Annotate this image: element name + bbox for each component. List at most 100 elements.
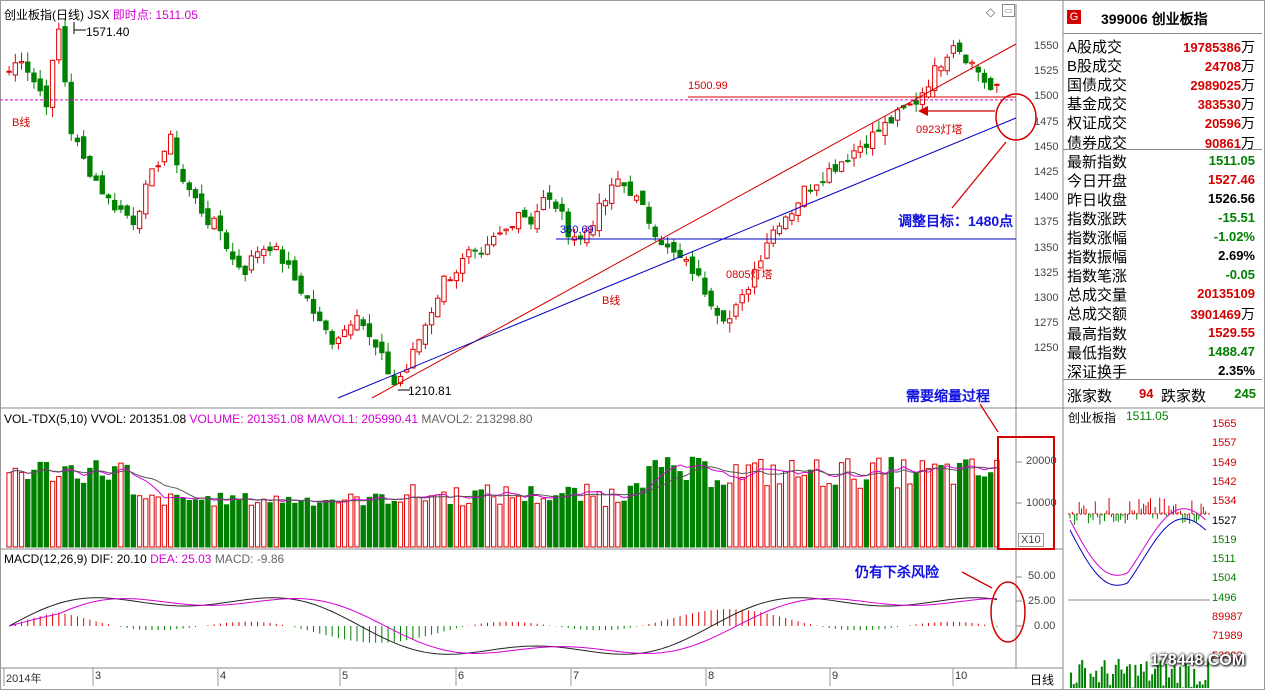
mini-vol-bar [1134, 664, 1137, 688]
quote-row: 债券成交 90861万 [1067, 132, 1259, 152]
volume-bar [447, 503, 453, 548]
candle-body [646, 206, 652, 224]
volume-bar [888, 457, 894, 548]
price-tick: 1500 [1034, 90, 1059, 103]
mini-chart-title: 创业板指 [1068, 411, 1117, 425]
mini-vol-bar [1193, 668, 1196, 688]
shrink-annotation: 需要缩量过程 [906, 388, 990, 404]
mini-vol-bar [1190, 686, 1193, 688]
macd-dea: DEA: 25.03 [150, 552, 212, 566]
watermark: 178448.COM [1150, 652, 1246, 669]
candle-body [130, 215, 137, 226]
x-tick: 6 [458, 670, 465, 682]
candle-body [149, 168, 155, 187]
candle-body [37, 78, 43, 92]
quote-row-value: 1511.05 [1208, 152, 1255, 168]
candle-body [217, 215, 224, 232]
macd-dif: DIF: 20.10 [90, 552, 147, 566]
mini-price-line [1069, 508, 1207, 576]
candle-body [80, 136, 87, 159]
candle-body [596, 202, 602, 232]
candle-body [366, 323, 373, 338]
volume-bar [907, 483, 913, 548]
down-count-label: 跌家数 [1161, 388, 1207, 405]
volume-bar [727, 482, 733, 548]
diamond-icon[interactable]: ◇ [986, 5, 996, 19]
volume-bar [869, 462, 876, 548]
mini-axis-tick: 89987 [1212, 611, 1243, 623]
candle-body [627, 181, 634, 196]
period-tab[interactable]: 日线 [1030, 673, 1055, 687]
candle-body [919, 92, 926, 105]
candle-body [683, 259, 689, 262]
volume-bar [857, 487, 863, 548]
mini-axis-tick: 1549 [1212, 456, 1237, 469]
volume-bar [571, 487, 578, 548]
candle-body [503, 228, 509, 232]
price-tick: 1325 [1034, 266, 1059, 279]
volume-bar [925, 468, 932, 548]
volume-bar [87, 467, 93, 548]
volume-bar [596, 491, 602, 548]
candle-body [174, 137, 180, 166]
candle-body [31, 72, 37, 83]
candle-body [18, 61, 25, 64]
volume-bar [105, 479, 112, 548]
volume-bar [683, 480, 689, 548]
candle-body [801, 185, 807, 207]
volume-bar [149, 494, 155, 548]
risk-circle [990, 581, 1026, 643]
candle-body [466, 249, 472, 258]
candle-body [267, 246, 273, 252]
candle-body [590, 225, 596, 236]
candle-body [602, 200, 609, 207]
volume-bar [764, 485, 770, 548]
candle-body [348, 324, 354, 336]
volume-bar [838, 462, 845, 548]
candle-body [372, 339, 379, 348]
x-tick: 4 [220, 670, 227, 682]
candle-body [820, 181, 826, 184]
vol-mavol1: MAVOL1: 205990.41 [306, 412, 419, 426]
volume-bar [795, 476, 801, 548]
volume-bar [963, 459, 969, 548]
candle-body [68, 81, 74, 135]
collapse-button[interactable]: ▭ [1002, 4, 1015, 17]
volume-bar [304, 497, 310, 548]
candle-body [6, 70, 12, 73]
volume-bar [397, 501, 404, 548]
quote-row-value: -1.02% [1213, 229, 1255, 244]
mini-vol-bar [1072, 684, 1075, 688]
candle-body [143, 183, 149, 215]
dif-line [8, 597, 997, 655]
mini-vol-bar [1148, 680, 1151, 688]
mini-vol-bar [1114, 664, 1117, 688]
candle-body [317, 311, 323, 322]
volume-bar [975, 475, 981, 548]
volume-bar [851, 478, 857, 548]
quote-row-value: 383530万 [1197, 96, 1255, 113]
volume-bar [223, 504, 230, 548]
volume-bar [845, 458, 851, 548]
quote-row-label: 国债成交 [1067, 77, 1128, 95]
volume-bar [528, 486, 534, 548]
mavol2-line [8, 466, 997, 502]
volume-bar [385, 503, 391, 548]
macd-axis-25: 25.00 [1028, 595, 1056, 607]
candle-body [447, 279, 453, 282]
candle-body [99, 175, 105, 195]
volume-bar [199, 499, 205, 548]
volume-bar [167, 493, 174, 548]
candles-group [6, 18, 1000, 387]
mini-vol-bar [1098, 682, 1100, 688]
candle-body [509, 226, 515, 229]
level-360-label: 360.69 [560, 224, 594, 236]
quote-row-label: 指数振幅 [1067, 249, 1128, 267]
quote-row: 指数涨幅 -1.02% [1067, 227, 1259, 247]
quote-row: 指数笔涨 -0.05 [1067, 265, 1259, 285]
badge-icon: G [1067, 10, 1081, 24]
mini-vol-bar [1092, 676, 1095, 688]
candle-body [571, 236, 578, 241]
quote-row-label: 基金成交 [1067, 96, 1128, 114]
volume-bar [43, 462, 50, 548]
